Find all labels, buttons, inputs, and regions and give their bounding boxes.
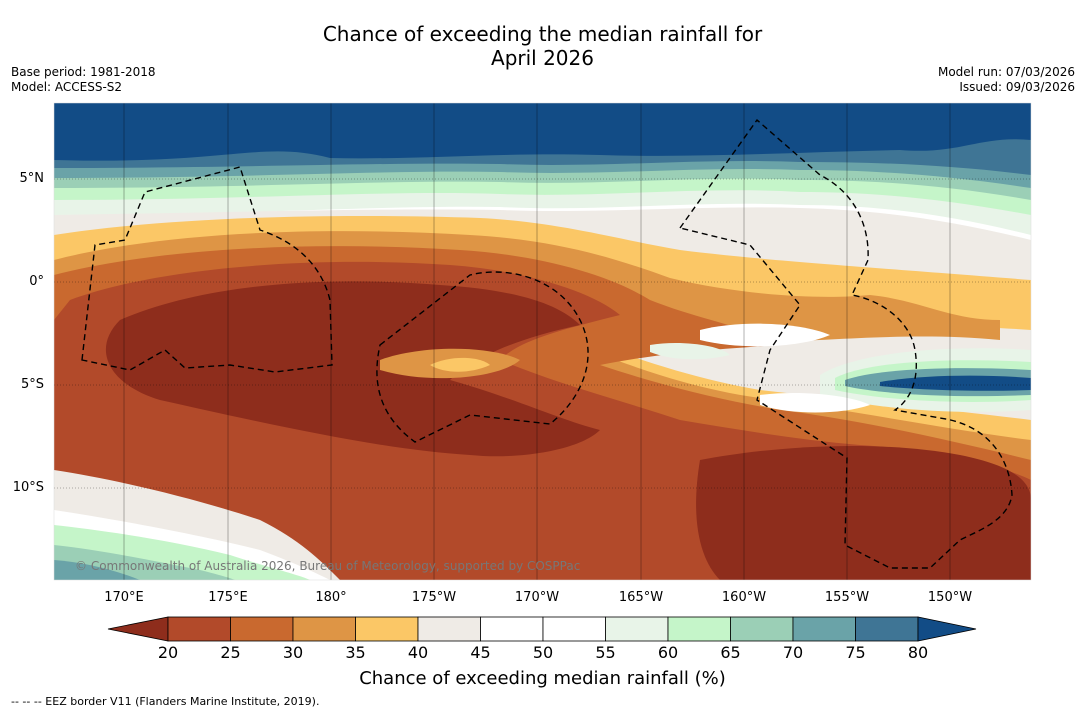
base-period: Base period: 1981-2018 <box>11 65 156 79</box>
map-frame <box>53 102 1032 581</box>
colorbar-bin-60-65 <box>667 616 731 642</box>
field-40-patch <box>430 357 490 372</box>
colorbar-arrow-low <box>107 616 169 642</box>
field-60-patch <box>650 343 730 360</box>
title-line2: April 2026 <box>491 46 594 70</box>
map-fields: © Commonwealth of Australia 2026, Bureau… <box>54 103 1031 580</box>
field-50-patch-b <box>760 393 870 413</box>
field-20a <box>105 281 600 457</box>
colorbar-tick-60: 60 <box>657 643 679 662</box>
eez-kiribati-line <box>678 118 1013 569</box>
colorbar-arrow-high <box>917 616 977 642</box>
lat-label-5n: 5°N <box>19 171 45 186</box>
lon-label-170w: 170°W <box>514 590 560 605</box>
lon-label-175e: 175°E <box>208 590 248 605</box>
colorbar-bin-40-45 <box>417 616 481 642</box>
lon-label-180: 180° <box>315 590 347 605</box>
colorbar-bin-75-80 <box>855 616 919 642</box>
meta-left: Base period: 1981-2018 Model: ACCESS-S2 <box>11 65 156 95</box>
colorbar-tick-75: 75 <box>845 643 866 662</box>
field-20b <box>696 445 1031 580</box>
colorbar-tick-55: 55 <box>595 643 616 662</box>
colorbar-bin-65-70 <box>730 616 794 642</box>
colorbar-tick-20: 20 <box>157 643 179 662</box>
colorbar-bin-25-30 <box>230 616 294 642</box>
lat-label-10s: 10°S <box>12 480 44 495</box>
colorbar-tick-65: 65 <box>720 643 741 662</box>
colorbar-bin-30-35 <box>292 616 356 642</box>
issued-date: Issued: 09/03/2026 <box>959 80 1075 94</box>
title-line1: Chance of exceeding the median rainfall … <box>322 22 763 46</box>
colorbar-tick-50: 50 <box>532 643 554 662</box>
colorbar-bin-55-60 <box>605 616 669 642</box>
eez-kiribati-phoenix <box>376 271 589 443</box>
colorbar-tick-25: 25 <box>220 643 241 662</box>
field-50-patch-a <box>700 323 830 347</box>
colorbar-bin-45-50 <box>480 616 544 642</box>
colorbar-bin-35-40 <box>355 616 419 642</box>
colorbar-bin-70-75 <box>792 616 856 642</box>
field-80-east <box>880 375 1031 391</box>
lon-label-155w: 155°W <box>824 590 870 605</box>
colorbar-bin-20-25 <box>167 616 231 642</box>
colorbar-bin-50-55 <box>542 616 606 642</box>
model-run: Model run: 07/03/2026 <box>937 65 1075 79</box>
lon-label-175w: 175°W <box>411 590 457 605</box>
copyright-text: © Commonwealth of Australia 2026, Bureau… <box>75 559 580 573</box>
chart-title: Chance of exceeding the median rainfall … <box>0 22 1085 70</box>
colorbar-tick-35: 35 <box>345 643 366 662</box>
eez-kiribati-gilbert <box>81 166 333 373</box>
colorbar-tick-70: 70 <box>782 643 804 662</box>
colorbar-tick-45: 45 <box>470 643 491 662</box>
eez-borders <box>81 118 1013 569</box>
colorbar <box>107 616 977 642</box>
lat-label-0: 0° <box>29 274 44 289</box>
colorbar-tick-80: 80 <box>907 643 929 662</box>
colorbar-label: Chance of exceeding median rainfall (%) <box>359 668 726 689</box>
field-75-south <box>54 560 140 580</box>
colorbar-tick-30: 30 <box>282 643 304 662</box>
lon-label-170e: 170°E <box>104 590 144 605</box>
meta-right: Model run: 07/03/2026 Issued: 09/03/2026 <box>938 65 1075 95</box>
lon-label-165w: 165°W <box>618 590 664 605</box>
lon-label-150w: 150°W <box>927 590 973 605</box>
lon-label-160w: 160°W <box>721 590 767 605</box>
colorbar-tick-40: 40 <box>407 643 429 662</box>
eez-footnote: -- -- -- EEZ border V11 (Flanders Marine… <box>11 695 320 708</box>
model-name: Model: ACCESS-S2 <box>11 80 123 94</box>
lat-label-5s: 5°S <box>20 377 44 392</box>
graticule <box>54 103 1031 580</box>
